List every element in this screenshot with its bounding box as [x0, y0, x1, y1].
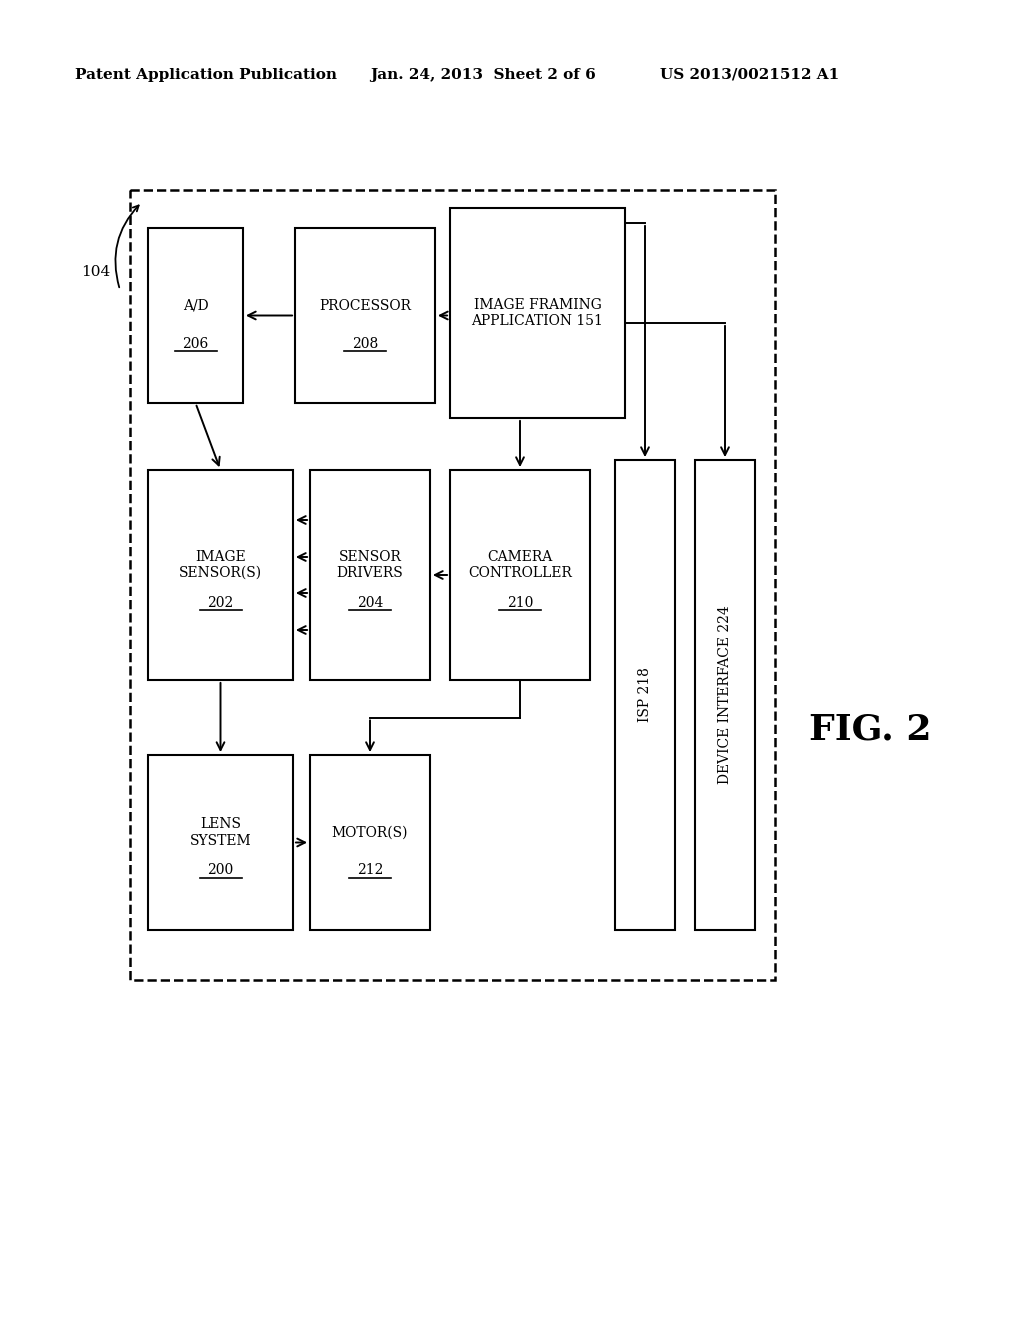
Bar	[450, 470, 590, 680]
Text: IMAGE FRAMING
APPLICATION 151: IMAGE FRAMING APPLICATION 151	[472, 298, 603, 329]
Bar	[310, 470, 430, 680]
Bar	[130, 190, 775, 979]
Text: FIG. 2: FIG. 2	[809, 713, 931, 747]
Text: SENSOR
DRIVERS: SENSOR DRIVERS	[337, 550, 403, 579]
Text: 212: 212	[356, 863, 383, 878]
Bar	[148, 228, 243, 403]
Text: 200: 200	[208, 863, 233, 878]
Bar	[450, 209, 625, 418]
Text: LENS
SYSTEM: LENS SYSTEM	[189, 817, 251, 847]
Text: 204: 204	[356, 597, 383, 610]
Text: 202: 202	[208, 597, 233, 610]
Text: Jan. 24, 2013  Sheet 2 of 6: Jan. 24, 2013 Sheet 2 of 6	[370, 69, 596, 82]
Text: MOTOR(S): MOTOR(S)	[332, 825, 409, 840]
Bar	[615, 459, 675, 931]
Text: 208: 208	[352, 337, 378, 351]
Text: PROCESSOR: PROCESSOR	[319, 298, 411, 313]
Bar	[695, 459, 755, 931]
Bar	[148, 470, 293, 680]
Text: A/D: A/D	[182, 298, 208, 313]
Text: 210: 210	[507, 597, 534, 610]
Text: Patent Application Publication: Patent Application Publication	[75, 69, 337, 82]
Text: 104: 104	[81, 265, 110, 279]
Text: US 2013/0021512 A1: US 2013/0021512 A1	[660, 69, 840, 82]
Text: CAMERA
CONTROLLER: CAMERA CONTROLLER	[468, 550, 572, 579]
Bar	[148, 755, 293, 931]
Text: DEVICE INTERFACE 224: DEVICE INTERFACE 224	[718, 606, 732, 784]
Bar	[295, 228, 435, 403]
Text: IMAGE
SENSOR(S): IMAGE SENSOR(S)	[179, 550, 262, 579]
Bar	[310, 755, 430, 931]
Text: ISP 218: ISP 218	[638, 668, 652, 722]
Text: 206: 206	[182, 337, 209, 351]
